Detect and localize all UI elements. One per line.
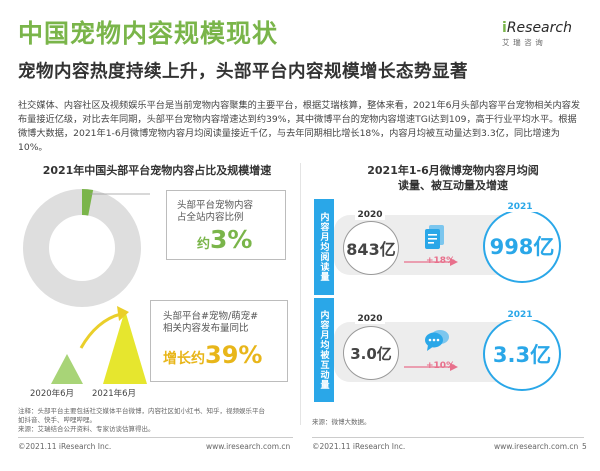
growth-arrowhead (117, 306, 129, 321)
left-note: 注释：头部平台主要包括社交媒体平台微博，内容社区如小红书、知乎，视频娱乐平台 如… (18, 407, 308, 434)
left-footer-rule (18, 437, 293, 438)
row2-growth-arrow (404, 357, 458, 371)
left-source: 来源：艾瑞结合公开资料、专家访谈估算得出。 (18, 425, 155, 433)
left-website: www.iresearch.com.cn (206, 442, 291, 451)
row1-value-b: 998亿 (483, 209, 561, 283)
share-prefix: 约 (197, 237, 211, 252)
row2-year-a: 2020 (355, 314, 385, 324)
right-title-line1: 2021年1-6月微博宠物内容月均阅 (367, 164, 539, 177)
right-title-line2: 读量、被互动量及增速 (398, 179, 508, 192)
share-label-line2: 占全站内容比例 (177, 212, 244, 223)
note-line1: 注释：头部平台主要包括社交媒体平台微博，内容社区如小红书、知乎，视频娱乐平台 (18, 407, 265, 415)
donut-share-arc (23, 189, 141, 307)
page-title: 中国宠物内容规模现状 (18, 19, 279, 48)
row1-growth: +18% (426, 256, 456, 266)
share-box: 头部平台宠物内容 占全站内容比例 约3% (166, 190, 286, 260)
left-panel-title: 2021年中国头部平台宠物内容占比及规模增速 (42, 164, 272, 177)
right-website: www.iresearch.com.cn (494, 442, 579, 451)
donut-rest-arc (23, 189, 141, 307)
growth-label-line1: 头部平台#宠物/萌宠# (163, 311, 259, 322)
share-value: 3% (210, 225, 253, 254)
period-b-label: 2021年6月 (92, 389, 137, 399)
note-line2: 如抖音、快手、哔哩哔哩。 (18, 416, 96, 424)
panel-divider (300, 163, 301, 425)
triangle-2021 (103, 310, 147, 384)
growth-prefix: 增长约 (163, 351, 205, 367)
growth-value: 39% (205, 341, 263, 369)
growth-label-line2: 相关内容发布量同比 (163, 323, 249, 334)
share-donut-chart (23, 189, 141, 307)
row2-growth: +10% (426, 361, 456, 371)
row2-label: 内容月均被互动量 (314, 298, 334, 402)
row2-value-a: 3.0亿 (343, 326, 399, 380)
logo-cn: 艾瑞咨询 (502, 38, 547, 47)
period-a-label: 2020年6月 (30, 389, 75, 399)
row1-year-a: 2020 (355, 210, 385, 220)
left-copyright: ©2021.11 iResearch Inc. (18, 442, 112, 451)
row2-year-b: 2021 (502, 310, 538, 320)
logo-text: Research (506, 20, 572, 36)
row2-value-b: 3.3亿 (483, 317, 561, 391)
logo-prefix: i (502, 20, 507, 36)
row1-year-b: 2021 (502, 202, 538, 212)
intro-paragraph: 社交媒体、内容社区及视频娱乐平台是当前宠物内容聚集的主要平台，根据艾瑞核算，整体… (18, 100, 581, 154)
row1-value-a: 843亿 (343, 221, 399, 275)
connector-line (90, 193, 150, 195)
triangle-2020 (51, 354, 83, 384)
share-label-line1: 头部平台宠物内容 (177, 200, 254, 211)
page-number: 5 (582, 442, 587, 451)
page-subtitle: 宠物内容热度持续上升，头部平台内容规模增长态势显著 (18, 62, 468, 82)
row1-growth-arrow (404, 252, 458, 266)
iresearch-logo: iResearch 艾瑞咨询 (502, 20, 582, 48)
document-icon (424, 224, 446, 255)
row1-label: 内容月均阅读量 (314, 199, 334, 295)
right-source: 来源：微博大数据。 (312, 418, 371, 426)
growth-box: 头部平台#宠物/萌宠# 相关内容发布量同比 增长约39% (150, 300, 288, 382)
growth-arrow (79, 312, 122, 349)
chat-bubble-icon (424, 328, 450, 356)
right-copyright: ©2021.11 iResearch Inc. (312, 442, 406, 451)
growth-triangles (51, 306, 147, 384)
right-panel-title: 2021年1-6月微博宠物内容月均阅 读量、被互动量及增速 (318, 163, 588, 193)
right-footer-rule (312, 437, 584, 438)
